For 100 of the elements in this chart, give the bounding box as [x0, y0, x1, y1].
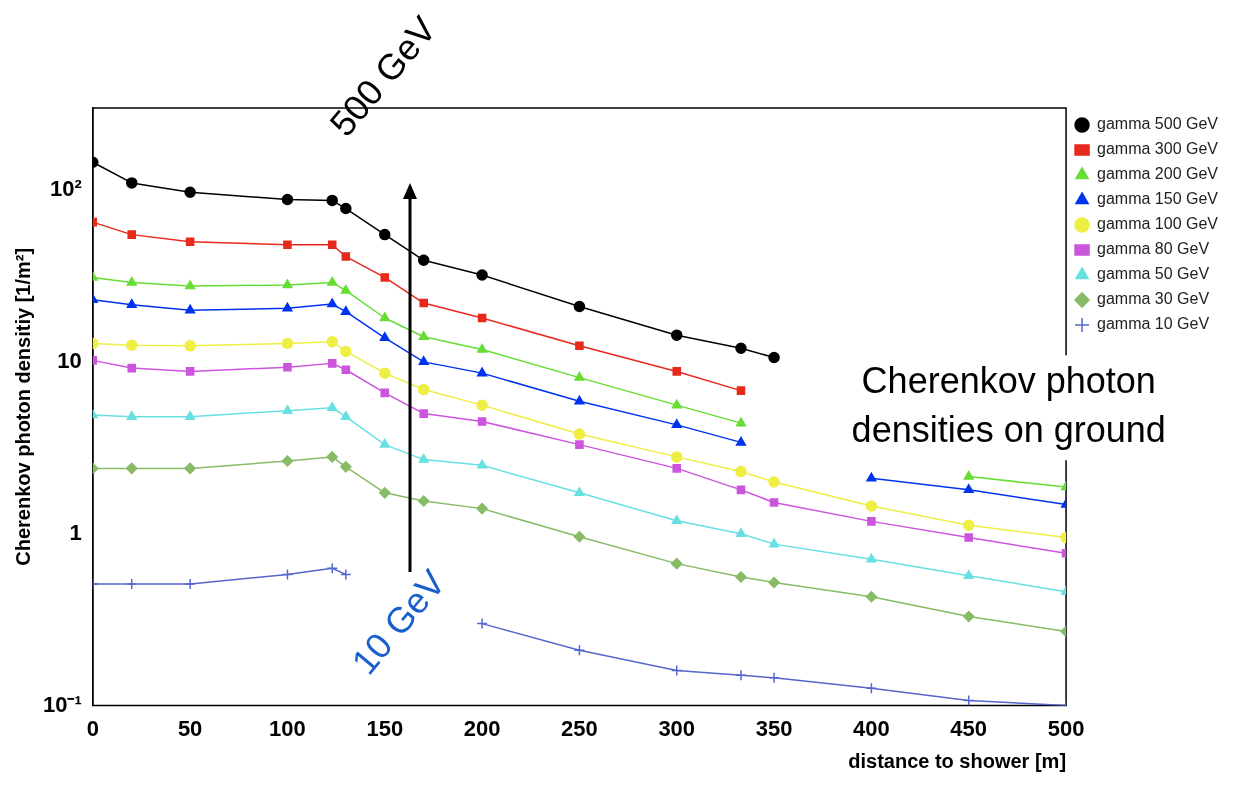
- point: [735, 436, 747, 446]
- point: [477, 367, 488, 377]
- point: [962, 519, 975, 532]
- point: [326, 194, 338, 207]
- point: [417, 254, 430, 267]
- point: [573, 531, 586, 543]
- point: [282, 404, 293, 414]
- point: [768, 351, 780, 364]
- point: [865, 682, 878, 695]
- point: [573, 644, 586, 656]
- point: [126, 298, 137, 308]
- point: [380, 388, 390, 398]
- legend-label: gamma 300 GeV: [1097, 140, 1219, 158]
- point: [126, 276, 137, 286]
- point: [476, 269, 488, 281]
- point: [574, 395, 585, 405]
- point: [340, 345, 352, 358]
- point: [768, 476, 780, 488]
- legend-label: gamma 150 GeV: [1097, 190, 1219, 208]
- point: [476, 617, 488, 630]
- point: [327, 276, 338, 286]
- point: [671, 399, 682, 409]
- point: [671, 451, 683, 463]
- point: [768, 576, 780, 589]
- point: [735, 527, 747, 537]
- point: [184, 340, 196, 352]
- point: [671, 419, 682, 429]
- point: [671, 664, 683, 677]
- point: [963, 569, 974, 579]
- point: [125, 578, 138, 590]
- point: [476, 399, 488, 411]
- legend-label: gamma 30 GeV: [1097, 290, 1210, 308]
- point: [281, 193, 294, 206]
- point: [671, 515, 682, 524]
- point: [281, 455, 294, 467]
- point: [126, 410, 137, 420]
- point: [964, 533, 974, 542]
- x-tick-label: 300: [658, 715, 696, 741]
- point: [184, 462, 196, 475]
- x-axis-title: distance to shower [m]: [848, 749, 1067, 772]
- x-tick-label: 350: [755, 715, 793, 741]
- point: [866, 472, 877, 482]
- x-tick-label: 50: [177, 715, 203, 741]
- y-tick-label: 1: [69, 519, 82, 545]
- point: [379, 487, 391, 499]
- point: [341, 252, 351, 261]
- x-tick-label: 250: [561, 715, 598, 741]
- point: [282, 302, 293, 312]
- x-tick-label: 0: [86, 715, 99, 741]
- point: [184, 186, 196, 199]
- point: [281, 568, 294, 581]
- point: [769, 498, 779, 507]
- point: [671, 557, 683, 570]
- point: [185, 367, 195, 376]
- point: [185, 410, 196, 420]
- point: [185, 237, 195, 247]
- point: [127, 230, 137, 239]
- x-tick-label: 200: [463, 715, 501, 741]
- y-tick-label: 10: [57, 347, 82, 373]
- point: [340, 568, 352, 581]
- x-tick-label: 400: [853, 715, 890, 741]
- point: [768, 538, 780, 548]
- legend-label: gamma 100 GeV: [1097, 215, 1219, 233]
- point: [341, 365, 351, 375]
- point: [340, 284, 351, 294]
- point: [419, 298, 428, 308]
- point: [125, 462, 138, 475]
- y-tick-label: 10⁻¹: [43, 691, 82, 717]
- point: [962, 694, 975, 706]
- point: [476, 502, 488, 515]
- point: [127, 363, 137, 373]
- point: [340, 305, 351, 315]
- point: [672, 464, 682, 473]
- point: [379, 332, 390, 342]
- point: [380, 273, 390, 282]
- point: [379, 367, 391, 379]
- point: [326, 562, 338, 574]
- point: [379, 438, 390, 448]
- legend-label: gamma 500 GeV: [1097, 115, 1219, 133]
- point: [865, 500, 878, 512]
- point: [573, 300, 586, 313]
- point: [418, 356, 429, 366]
- point: [963, 470, 974, 480]
- point: [735, 342, 747, 355]
- point: [340, 461, 352, 473]
- y-tick-label: 10²: [50, 176, 82, 202]
- point: [736, 386, 746, 395]
- point: [326, 451, 338, 463]
- point: [281, 337, 294, 350]
- legend-label: gamma 200 GeV: [1097, 165, 1219, 183]
- point: [574, 487, 585, 497]
- point: [418, 453, 429, 463]
- y-axis-title: Cherenkov photon densitiy [1/m²]: [11, 247, 34, 566]
- point: [185, 280, 196, 290]
- point: [735, 465, 747, 478]
- point: [963, 484, 974, 494]
- point: [672, 367, 682, 376]
- x-tick-label: 100: [269, 715, 306, 741]
- x-tick-label: 500: [1047, 715, 1085, 741]
- point: [768, 672, 780, 684]
